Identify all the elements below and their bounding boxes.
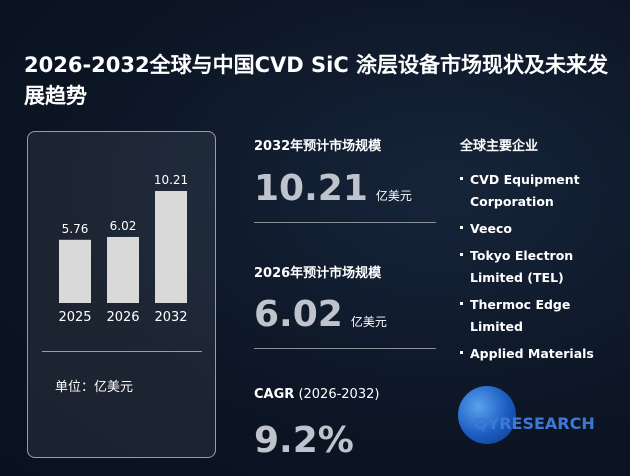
- stat-divider-1: [254, 222, 436, 223]
- cagr-label: CAGR (2026-2032): [254, 387, 379, 402]
- chart-unit-label: 单位：亿美元: [55, 380, 134, 395]
- globe-icon: [458, 386, 516, 444]
- logo-text-b: ESEARCH: [511, 414, 595, 433]
- market-2032-value-row: 10.21 亿美元: [254, 168, 412, 209]
- data-label-2026: 6.02: [110, 219, 137, 233]
- logo-text-a: QYR: [474, 414, 512, 433]
- cagr-value-row: 9.2%: [254, 420, 354, 461]
- companies-list: CVD Equipment Corporation Veeco Tokyo El…: [460, 169, 625, 370]
- chart-divider: [42, 351, 202, 352]
- market-2026-label: 2026年预计市场规模: [254, 266, 382, 281]
- cagr-value: 9.2%: [254, 420, 354, 461]
- qyresearch-logo: QYRESEARCH: [458, 386, 608, 446]
- company-item: Thermoc Edge Limited: [460, 294, 625, 338]
- bar-2026: [107, 236, 139, 303]
- bar-2032: [155, 191, 187, 303]
- category-label-2025: 2025: [58, 310, 91, 325]
- company-item: CVD Equipment Corporation: [460, 169, 625, 213]
- company-item: Tokyo Electron Limited (TEL): [460, 245, 625, 289]
- market-2032-label: 2032年预计市场规模: [254, 139, 382, 154]
- data-label-2032: 10.21: [154, 173, 188, 187]
- logo-text: QYRESEARCH: [474, 414, 595, 433]
- bar-chart: 5.76 2025 6.02 2026 10.21 2032: [58, 173, 188, 325]
- companies-title: 全球主要企业: [460, 139, 539, 154]
- market-2026-value-row: 6.02 亿美元: [254, 294, 387, 335]
- bar-2025: [59, 239, 91, 303]
- company-item: Applied Materials: [460, 343, 625, 365]
- chart-card: 5.76 2025 6.02 2026 10.21 2032 单位：亿美元: [27, 131, 216, 458]
- page-title: 2026-2032全球与中国CVD SiC 涂层设备市场现状及未来发展趋势: [24, 53, 609, 108]
- company-item: Veeco: [460, 218, 625, 240]
- market-2032-value: 10.21: [254, 168, 368, 209]
- market-2026-unit: 亿美元: [350, 315, 387, 329]
- market-2026-value: 6.02: [254, 294, 343, 335]
- category-label-2026: 2026: [106, 310, 139, 325]
- cagr-period: (2026-2032): [298, 387, 380, 402]
- market-2032-unit: 亿美元: [375, 189, 412, 203]
- cagr-label-text: CAGR: [254, 387, 295, 402]
- category-label-2032: 2032: [154, 310, 187, 325]
- stat-divider-2: [254, 348, 436, 349]
- data-label-2025: 5.76: [62, 222, 89, 236]
